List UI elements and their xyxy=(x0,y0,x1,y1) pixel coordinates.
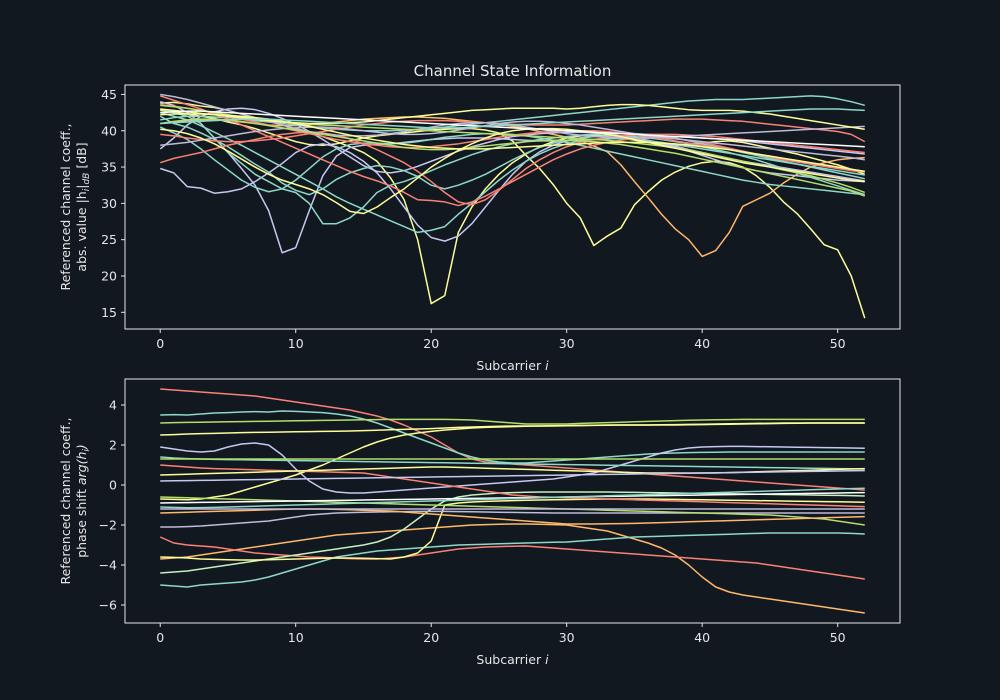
magnitude-series-line-22 xyxy=(160,110,865,148)
phase-y-tick-label: −4 xyxy=(99,558,117,573)
magnitude-series-line-19 xyxy=(160,113,865,173)
phase-series-line-19 xyxy=(160,487,865,509)
magnitude-x-tick-label: 20 xyxy=(423,336,439,351)
phase-y-tick-label: 0 xyxy=(109,478,117,493)
y-label-math: ) xyxy=(74,444,89,450)
phase-x-axis-label: Subcarrier i xyxy=(476,652,549,667)
phase-x-tick-label: 30 xyxy=(559,630,575,645)
y-label-part: abs. value |h xyxy=(74,191,89,271)
magnitude-y-axis-label: Referenced channel coeff., abs. value |hi… xyxy=(58,123,92,290)
phase-y-tick-label: −2 xyxy=(99,518,117,533)
phase-series-line-18 xyxy=(160,491,865,504)
y-label-part: phase shift xyxy=(74,485,89,558)
phase-series-line-2 xyxy=(160,418,865,425)
magnitude-series-line-7 xyxy=(159,115,865,196)
phase-series-line-12 xyxy=(160,496,865,526)
magnitude-axes-frame xyxy=(124,84,901,330)
phase-series-line-17 xyxy=(160,469,865,482)
phase-y-tick-label: −6 xyxy=(99,598,117,613)
magnitude-y-tick-label: 40 xyxy=(101,123,117,138)
magnitude-x-tick-label: 0 xyxy=(156,336,164,351)
magnitude-y-tick-label: 15 xyxy=(101,305,117,320)
phase-x-tick-label: 10 xyxy=(288,630,304,645)
magnitude-x-tick-label: 10 xyxy=(288,336,304,351)
phase-x-tick-label: 40 xyxy=(694,630,710,645)
phase-series-line-6 xyxy=(160,523,865,614)
magnitude-x-tick-label: 50 xyxy=(830,336,846,351)
magnitude-series-line-9 xyxy=(160,111,865,234)
phase-x-tick-label: 20 xyxy=(423,630,439,645)
y-label-part: [dB] xyxy=(74,142,89,172)
phase-y-axis-label: Referenced channel coeff., phase shift ar… xyxy=(58,417,92,584)
x-label-math: i xyxy=(545,358,549,373)
magnitude-series-line-23 xyxy=(160,108,865,129)
phase-series-line-14 xyxy=(160,464,865,508)
magnitude-y-tick-label: 25 xyxy=(101,232,117,247)
phase-series-line-11 xyxy=(160,510,865,528)
y-label-line-1: Referenced channel coeff., xyxy=(58,417,73,584)
phase-x-tick-label: 0 xyxy=(156,630,164,645)
magnitude-y-tick-label: 20 xyxy=(101,268,117,283)
x-label-text: Subcarrier xyxy=(476,652,545,667)
magnitude-series-line-15 xyxy=(160,120,865,161)
magnitude-x-tick-label: 40 xyxy=(694,336,710,351)
phase-series-group xyxy=(159,388,865,614)
magnitude-series-line-5 xyxy=(160,100,865,254)
y-label-sub: i xyxy=(82,449,92,452)
y-label-line-2: phase shift arg(hi) xyxy=(74,444,92,558)
y-label-line-2: abs. value |hi|dB [dB] xyxy=(74,142,92,271)
chart-title: Channel State Information xyxy=(414,62,612,80)
y-label-sub: dB xyxy=(82,173,92,185)
phase-y-tick-label: 4 xyxy=(109,398,117,413)
y-label-line-1: Referenced channel coeff., xyxy=(58,123,73,290)
magnitude-series-line-20 xyxy=(160,127,865,215)
magnitude-y-tick-label: 30 xyxy=(101,196,117,211)
y-label-part: | xyxy=(74,185,89,189)
magnitude-y-tick-label: 35 xyxy=(101,160,117,175)
phase-series-line-5 xyxy=(160,422,865,501)
phase-series-line-7 xyxy=(159,536,865,580)
x-label-text: Subcarrier xyxy=(476,358,545,373)
magnitude-series-line-2 xyxy=(160,116,865,258)
magnitude-series-line-17 xyxy=(160,118,866,197)
magnitude-y-tick-label: 45 xyxy=(101,87,117,102)
y-label-math: arg(h xyxy=(74,452,89,486)
magnitude-x-axis-label: Subcarrier i xyxy=(476,358,549,373)
phase-x-tick-label: 50 xyxy=(830,630,846,645)
x-label-math: i xyxy=(545,652,549,667)
phase-y-tick-label: 2 xyxy=(109,438,117,453)
phase-series-line-15 xyxy=(160,456,865,470)
phase-series-line-10 xyxy=(160,498,865,561)
magnitude-series-group xyxy=(159,93,866,319)
y-label-sub: i xyxy=(82,188,92,191)
phase-axes-frame xyxy=(124,378,901,624)
phase-series-line-1 xyxy=(160,410,865,464)
magnitude-x-tick-label: 30 xyxy=(559,336,575,351)
phase-series-line-8 xyxy=(160,532,865,588)
phase-series-line-4 xyxy=(160,442,865,494)
